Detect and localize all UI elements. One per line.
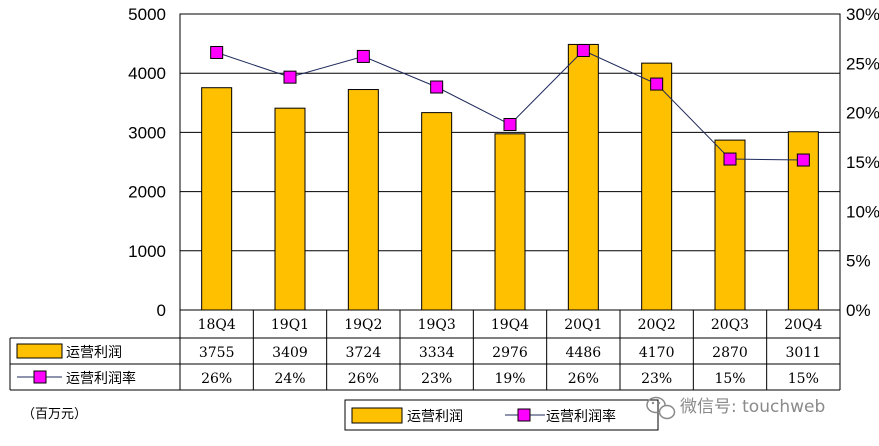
watermark: 微信号: touchweb <box>646 396 825 420</box>
category-label: 20Q4 <box>784 317 822 333</box>
bar <box>714 139 746 311</box>
category-label: 20Q1 <box>564 317 602 333</box>
bar <box>201 87 233 311</box>
table-cell: 3011 <box>786 345 822 361</box>
table-cell: 3755 <box>199 345 235 361</box>
right-tick-label: 25% <box>846 54 879 73</box>
bar <box>347 89 379 311</box>
line-series <box>210 44 810 167</box>
right-tick-label: 5% <box>846 252 871 271</box>
margin-marker <box>723 152 737 166</box>
table-cell: 3724 <box>346 345 382 361</box>
bar <box>641 62 673 311</box>
right-tick-label: 20% <box>846 104 879 123</box>
table-cell: 4486 <box>566 345 602 361</box>
watermark-text: 微信号: touchweb <box>680 397 825 417</box>
margin-marker <box>210 45 224 59</box>
left-tick-label: 0 <box>157 301 166 320</box>
margin-marker <box>503 118 517 132</box>
bar <box>421 112 453 311</box>
table-cell: 3334 <box>419 345 455 361</box>
category-label: 20Q3 <box>711 317 749 333</box>
left-tick-label: 3000 <box>128 123 166 142</box>
left-tick-label: 5000 <box>128 5 166 24</box>
row-label: 运营利润 <box>66 345 122 361</box>
bar <box>567 43 599 311</box>
bar <box>787 131 819 311</box>
left-tick-label: 1000 <box>128 242 166 261</box>
wechat-icon <box>646 396 676 420</box>
legend-line-label: 运营利润率 <box>546 408 616 425</box>
table-cell: 23% <box>641 371 672 387</box>
data-table: 18Q4 19Q1 19Q2 19Q3 19Q4 20Q1 20Q2 20Q3 20Q4 运营利润… <box>9 310 841 391</box>
margin-marker <box>650 77 664 91</box>
left-tick-label: 4000 <box>128 64 166 83</box>
legend-bar-swatch <box>351 407 403 424</box>
right-tick-label: 0% <box>846 301 871 320</box>
category-label: 20Q2 <box>638 317 676 333</box>
right-tick-label: 10% <box>846 202 879 221</box>
legend: 运营利润 运营利润率 <box>344 399 659 431</box>
table-cell: 26% <box>348 371 379 387</box>
legend-bar-label: 运营利润 <box>407 409 463 425</box>
bar <box>494 133 526 311</box>
table-cell: 2870 <box>712 345 748 361</box>
category-label: 19Q3 <box>418 317 456 333</box>
table-key-bar <box>16 343 63 359</box>
table-cell: 23% <box>421 371 452 387</box>
category-label: 19Q4 <box>491 317 529 333</box>
table-cell: 26% <box>568 371 599 387</box>
table-cell: 4170 <box>639 345 675 361</box>
table-key-marker <box>33 370 47 384</box>
category-label: 19Q1 <box>271 317 309 333</box>
bar-series <box>201 43 819 311</box>
row-label: 运营利润率 <box>66 370 136 387</box>
right-tick-label: 15% <box>846 153 879 172</box>
table-cell: 2976 <box>492 345 528 361</box>
bar <box>274 107 306 311</box>
margin-marker <box>430 80 444 94</box>
margin-marker <box>796 153 810 167</box>
left-tick-label: 2000 <box>128 183 166 202</box>
legend-marker-swatch <box>517 408 531 422</box>
table-cell: 24% <box>274 371 305 387</box>
table-cell: 19% <box>494 371 525 387</box>
table-cell: 3409 <box>272 345 308 361</box>
table-cell: 26% <box>201 371 232 387</box>
category-label: 18Q4 <box>198 317 236 333</box>
margin-marker <box>576 44 590 58</box>
table-cell: 15% <box>714 371 745 387</box>
left-axis-ticks: 0 1000 2000 3000 4000 5000 <box>128 5 166 320</box>
margin-marker <box>283 70 297 84</box>
table-cell: 15% <box>788 371 819 387</box>
category-label: 19Q2 <box>344 317 382 333</box>
margin-marker <box>356 49 370 63</box>
right-tick-label: 30% <box>846 5 879 24</box>
right-axis-ticks: 0% 5% 10% 15% 20% 25% 30% <box>846 5 879 320</box>
unit-label: （百万元） <box>22 407 87 422</box>
